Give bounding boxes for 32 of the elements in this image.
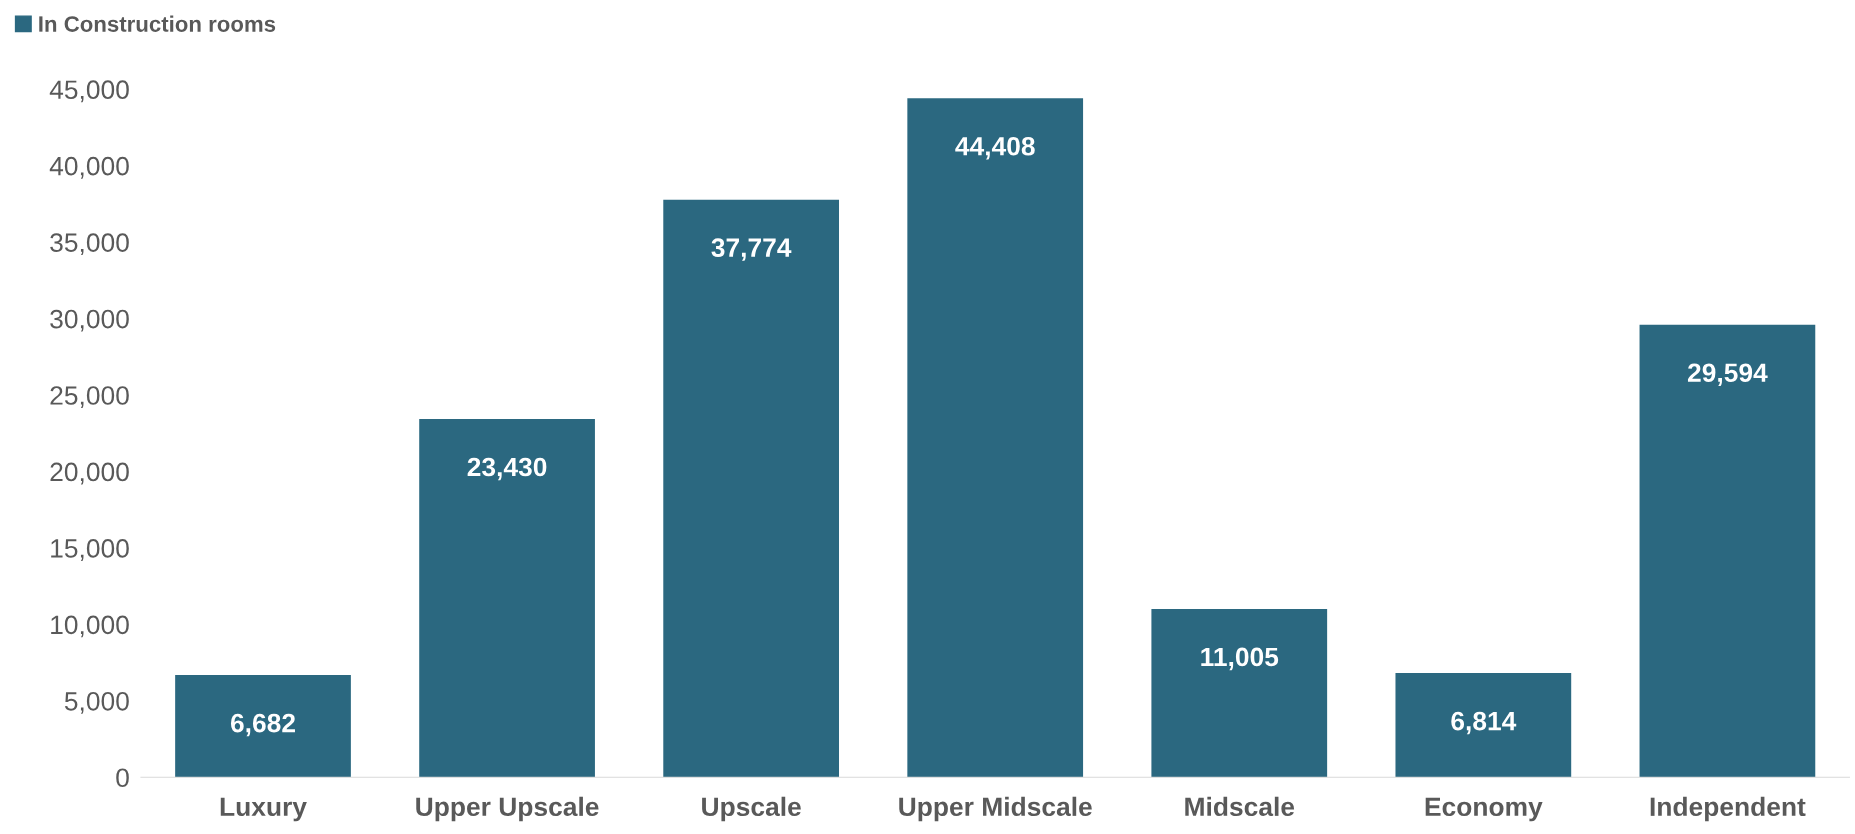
data-label: 37,774 (711, 238, 792, 261)
data-label: 6,682 (230, 713, 295, 737)
y-tick-label: 15,000 (51, 539, 129, 561)
y-tick-label: 10,000 (51, 615, 129, 638)
bar (1639, 324, 1816, 778)
x-tick-label: Upscale (702, 796, 801, 822)
y-tick-label: 0 (116, 768, 129, 788)
x-tick-label: Luxury (220, 797, 307, 822)
y-tick-label: 25,000 (50, 386, 129, 408)
y-tick-label: 40,000 (49, 156, 129, 179)
data-label: 11,005 (1201, 647, 1279, 671)
legend-label: In Construction rooms (39, 15, 276, 32)
bar (907, 98, 1084, 778)
bar (175, 675, 351, 778)
data-label: 6,814 (1451, 711, 1517, 735)
y-tick-label: 20,000 (50, 462, 129, 485)
bar (1395, 673, 1572, 778)
bar (419, 419, 595, 778)
data-label: 23,430 (467, 457, 547, 481)
y-tick-label: 45,000 (49, 80, 129, 103)
y-tick-label: 5,000 (64, 691, 129, 714)
y-tick-label: 30,000 (50, 309, 129, 332)
bar (663, 199, 840, 778)
x-tick-label: Economy (1425, 797, 1543, 822)
x-tick-label: Upper Upscale (416, 796, 599, 822)
x-tick-label: Midscale (1185, 796, 1295, 817)
x-tick-label: Independent (1650, 796, 1806, 822)
bar (1151, 609, 1328, 778)
x-tick-label: Upper Midscale (899, 796, 1092, 822)
data-label: 29,594 (1687, 363, 1768, 386)
y-tick-label: 35,000 (50, 233, 129, 256)
data-label: 44,408 (955, 136, 1035, 160)
